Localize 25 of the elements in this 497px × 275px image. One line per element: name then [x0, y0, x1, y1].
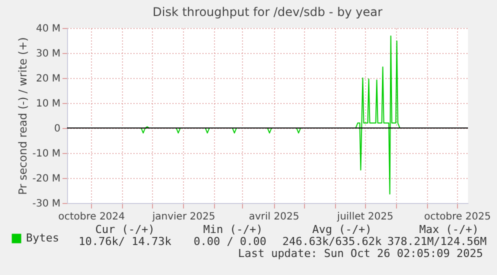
x-tick-label: avril 2025 [248, 212, 300, 222]
x-tick-label: octobre 2024 [58, 212, 125, 222]
y-tick-label: -10 M [32, 148, 60, 160]
y-tick-label: 40 M [36, 24, 60, 34]
text: Last update: Sun Oct 26 02:05:09 2025 [238, 247, 483, 260]
x-tick-label: octobre 2025 [424, 212, 491, 222]
y-tick-label: 10 M [36, 98, 60, 110]
y-tick-label: -30 M [32, 198, 60, 210]
y-tick-label: 0 [54, 124, 60, 134]
x-tick-label: juillet 2025 [336, 212, 394, 222]
text: Cur (-/+) [95, 223, 155, 236]
chart-title: Disk throughput for /dev/sdb - by year [152, 5, 382, 19]
text: Max (-/+) [419, 223, 479, 236]
text: Avg (-/+) [312, 223, 372, 236]
text: 246.63k/635.62k [282, 235, 382, 248]
text: 378.21M/124.56M [387, 235, 488, 248]
y-tick-label: 30 M [36, 48, 60, 60]
text: 10.76k/ 14.73k [78, 235, 172, 248]
y-tick-label: -20 M [32, 174, 60, 184]
y-tick-label: 20 M [36, 74, 60, 84]
text: Min (-/+) [203, 223, 263, 236]
text: 0.00 / 0.00 [194, 235, 266, 248]
x-tick-label: janvier 2025 [151, 212, 216, 222]
y-axis-title: Pr second read (-) / write (+) [16, 37, 30, 195]
legend-label: Bytes [26, 232, 60, 244]
